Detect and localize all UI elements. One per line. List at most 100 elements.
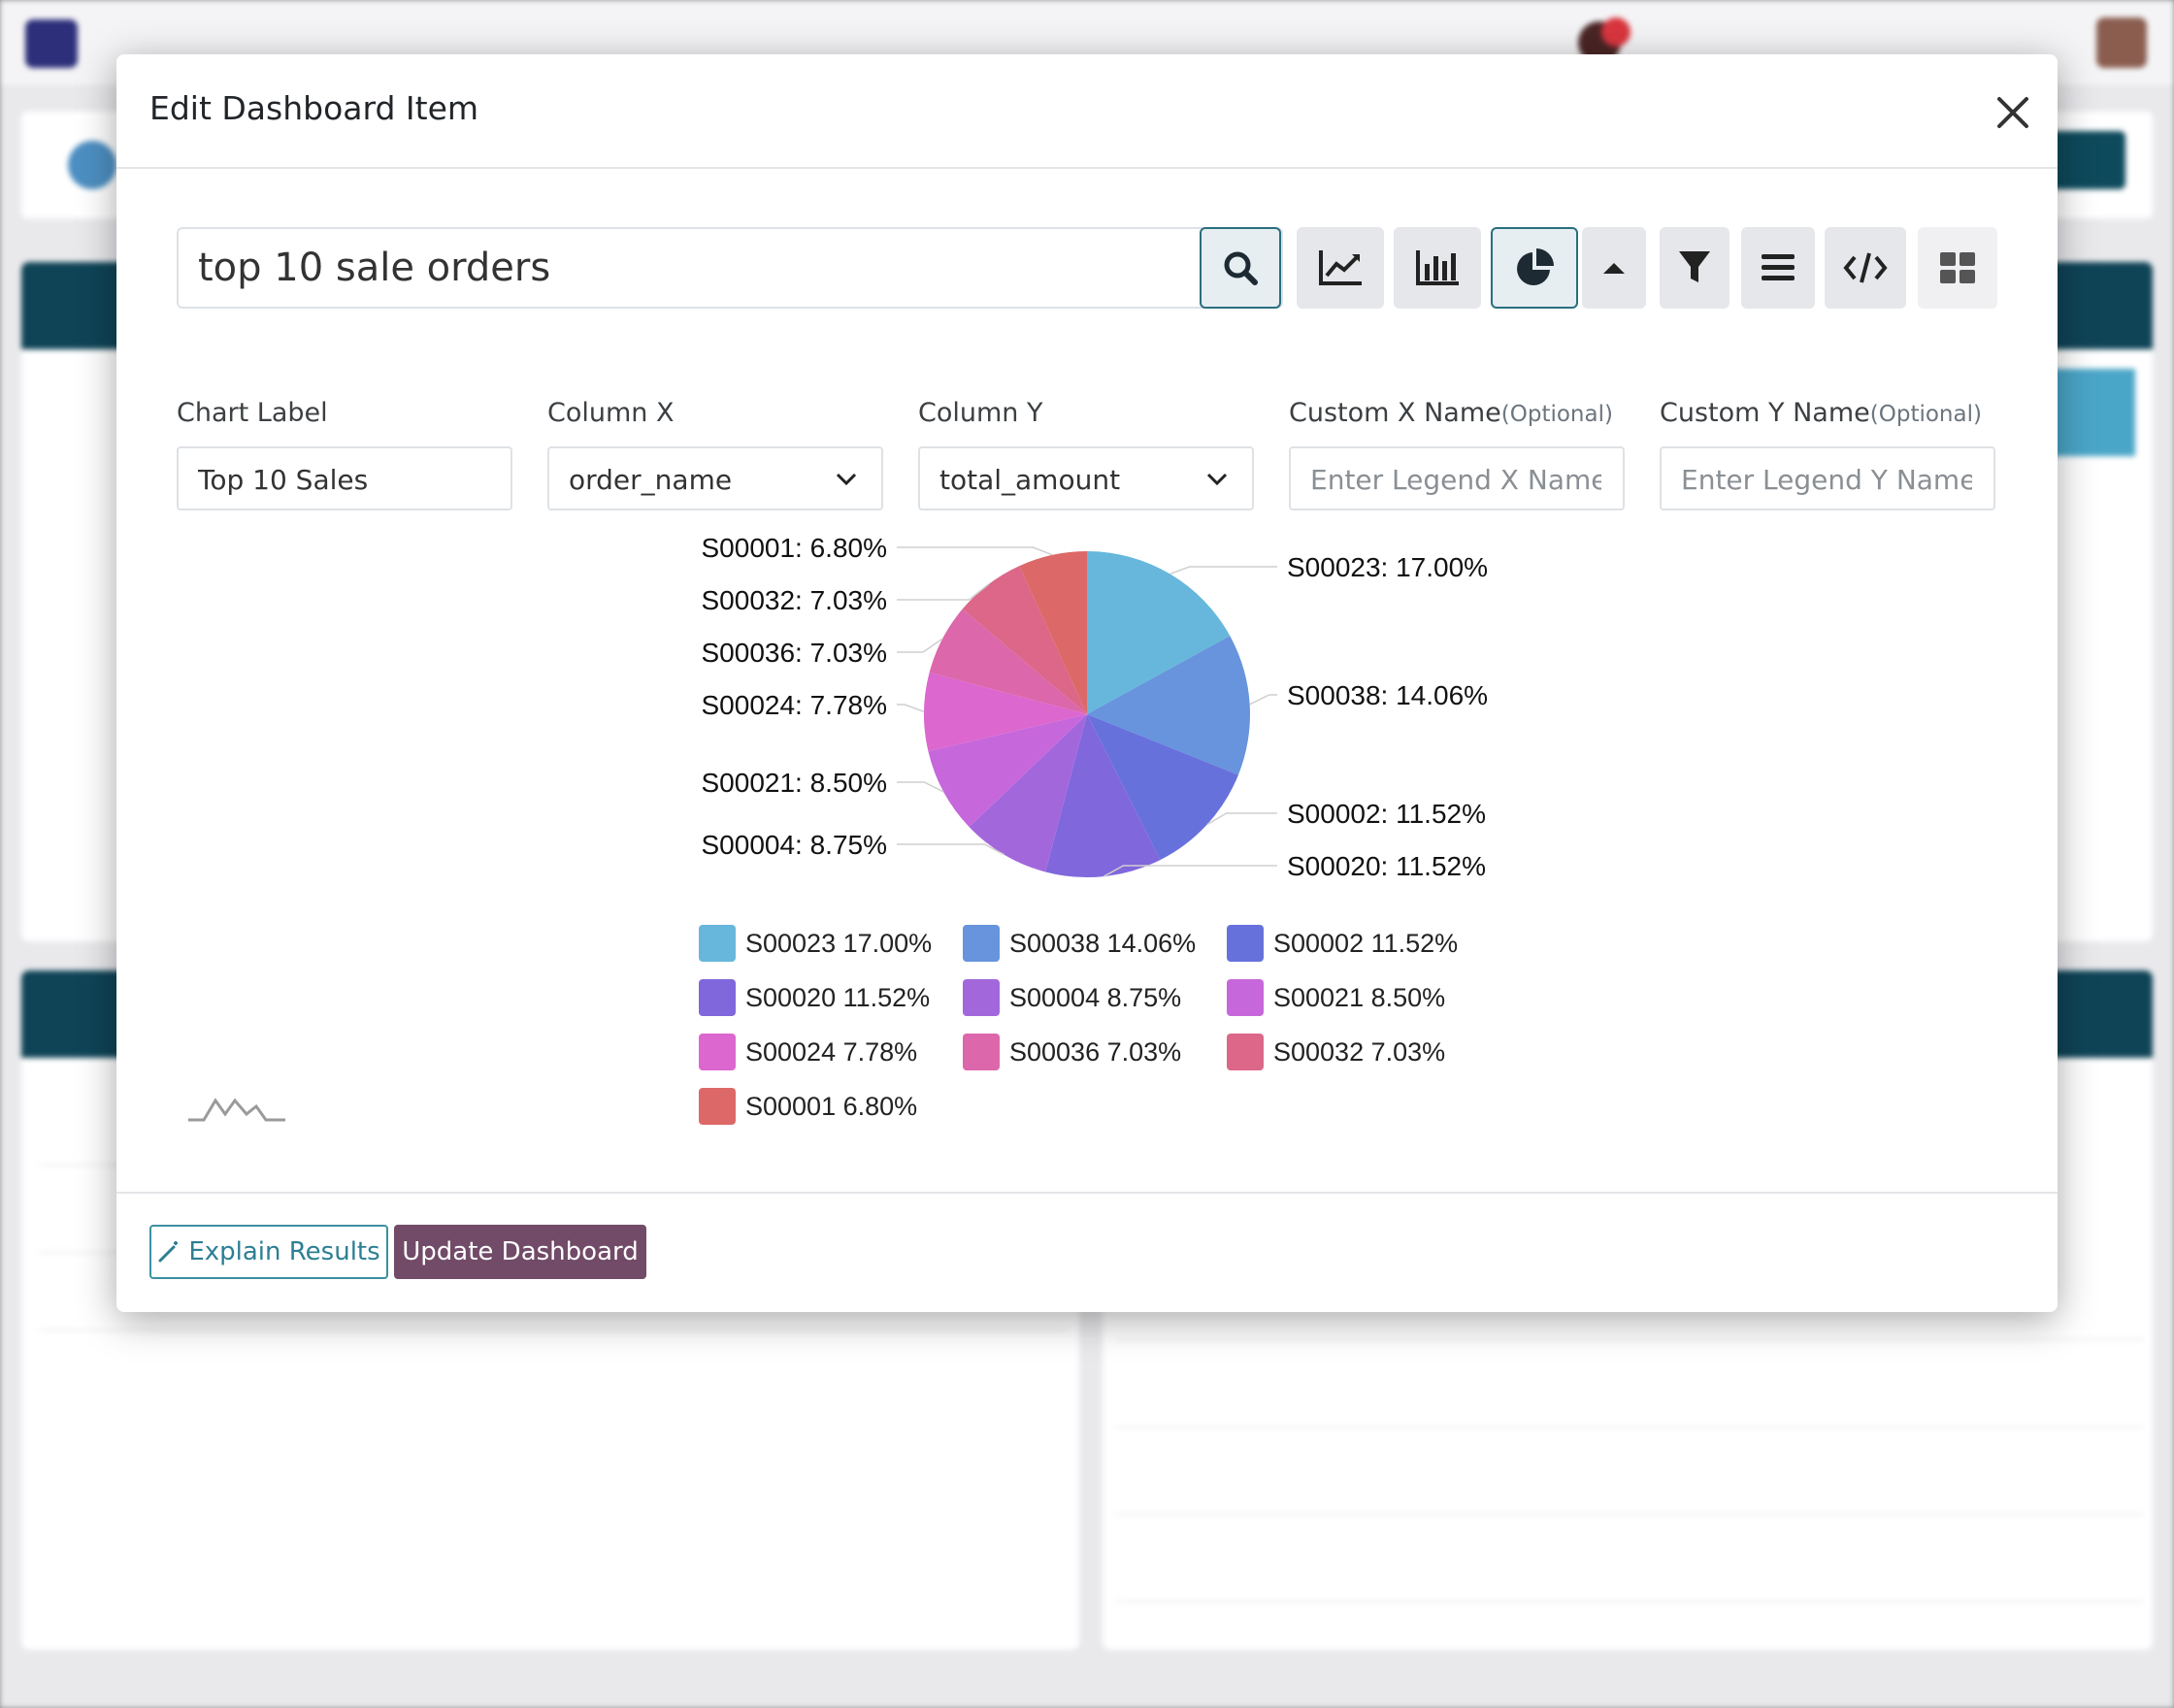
chart-label-field-box [177, 446, 512, 510]
column-x-caption: Column X [547, 398, 675, 428]
legend-swatch [699, 1088, 736, 1125]
background-divider [1116, 1339, 2145, 1340]
legend-label: S00023 17.00% [745, 928, 933, 958]
update-dashboard-button[interactable]: Update Dashboard [394, 1225, 646, 1279]
pie-slice-s00002[interactable] [1087, 714, 1238, 861]
bar-chart-button[interactable] [1394, 227, 1481, 309]
legend-item-s00024[interactable]: S00024 7.78% [699, 1033, 917, 1071]
pie-label-s00021: S00021: 8.50% [702, 768, 888, 798]
legend-item-s00032[interactable]: S00032 7.03% [1227, 1033, 1445, 1071]
column-x-select[interactable]: order_name [547, 446, 883, 510]
legend-item-s00038[interactable]: S00038 14.06% [963, 924, 1196, 963]
pie-slice-s00036[interactable] [929, 608, 1087, 714]
pie-slice-s00004[interactable] [969, 714, 1087, 872]
legend-item-s00023[interactable]: S00023 17.00% [699, 924, 932, 963]
chart-label-input[interactable] [198, 460, 489, 499]
line-chart-button[interactable] [1297, 227, 1384, 309]
collapse-button[interactable] [1582, 227, 1646, 309]
custom-x-caption: Custom X Name(Optional) [1289, 398, 1613, 428]
pie-slice-s00020[interactable] [1045, 714, 1161, 878]
pie-slice-s00024[interactable] [924, 672, 1087, 752]
pie-slice-s00001[interactable] [1019, 551, 1087, 714]
query-search-box [177, 227, 1283, 309]
pie-label-s00038: S00038: 14.06% [1287, 680, 1488, 710]
legend-item-s00020[interactable]: S00020 11.52% [699, 978, 930, 1017]
legend-label: S00032 7.03% [1273, 1036, 1446, 1067]
pie-label-line [897, 704, 925, 713]
pie-label-line [1206, 812, 1277, 826]
legend-item-s00004[interactable]: S00004 8.75% [963, 978, 1181, 1017]
legend-item-s00001[interactable]: S00001 6.80% [699, 1087, 917, 1126]
search-icon [1224, 251, 1258, 285]
pie-chart-button[interactable] [1491, 227, 1578, 309]
legend-swatch [699, 1034, 736, 1070]
column-y-select[interactable]: total_amount [918, 446, 1254, 510]
pie-label-s00032: S00032: 7.03% [702, 585, 888, 615]
chart-watermark-icon [188, 1098, 285, 1122]
pie-slice-s00032[interactable] [962, 566, 1087, 714]
magic-wand-icon [158, 1241, 179, 1263]
list-button[interactable] [1741, 227, 1815, 309]
edit-dashboard-item-modal: Edit Dashboard Item [116, 54, 2058, 1312]
custom-y-optional-hint: (Optional) [1869, 402, 1982, 427]
pie-label-line [1169, 566, 1277, 575]
custom-y-name-input[interactable] [1681, 460, 1972, 499]
background-divider [1116, 1427, 2145, 1428]
background-toolbar-icon [68, 141, 116, 189]
legend-label: S00024 7.78% [745, 1036, 918, 1067]
pie-label-line [897, 781, 944, 793]
background-notification-badge [1601, 17, 1630, 47]
pie-slice-s00021[interactable] [928, 714, 1087, 828]
caret-up-icon [1603, 263, 1625, 274]
filter-button[interactable] [1660, 227, 1729, 309]
modal-header: Edit Dashboard Item [116, 54, 2058, 169]
legend-label: S00002 11.52% [1273, 928, 1459, 958]
pie-label-s00024: S00024: 7.78% [702, 690, 888, 720]
pie-chart: S00023: 17.00% S00038: 14.06% S00002: 11.5… [702, 533, 1489, 881]
pie-label-s00023: S00023: 17.00% [1287, 552, 1488, 582]
code-button[interactable] [1825, 227, 1906, 309]
legend-swatch [963, 1034, 1000, 1070]
grid-button[interactable] [1918, 227, 1997, 309]
legend-swatch [699, 979, 736, 1016]
legend-swatch [1227, 925, 1264, 962]
pie-slice-s00038[interactable] [1087, 636, 1250, 775]
legend-swatch [699, 925, 736, 962]
pie-label-line [897, 583, 990, 601]
background-divider [1116, 1601, 2145, 1602]
pie-label-line [1249, 694, 1277, 706]
pie-label-line [1103, 865, 1277, 877]
pie-slice-s00023[interactable] [1087, 551, 1231, 714]
legend-item-s00002[interactable]: S00002 11.52% [1227, 924, 1458, 963]
close-icon[interactable] [1993, 93, 2032, 132]
search-button[interactable] [1200, 227, 1281, 309]
legend-label: S00021 8.50% [1273, 982, 1446, 1012]
legend-label: S00004 8.75% [1009, 982, 1182, 1012]
custom-y-label: Custom Y Name [1660, 398, 1870, 428]
custom-x-label: Custom X Name [1289, 398, 1501, 428]
pie-label-s00002: S00002: 11.52% [1287, 799, 1486, 829]
line-chart-icon [1319, 250, 1362, 285]
custom-x-optional-hint: (Optional) [1500, 402, 1613, 427]
query-search-input[interactable] [198, 243, 1169, 293]
legend-item-s00021[interactable]: S00021 8.50% [1227, 978, 1445, 1017]
chart-label-caption: Chart Label [177, 398, 328, 428]
pie-label-line [897, 546, 1053, 556]
custom-x-name-input[interactable] [1310, 460, 1601, 499]
legend-item-s00036[interactable]: S00036 7.03% [963, 1033, 1181, 1071]
column-y-value: total_amount [939, 464, 1121, 496]
legend-label: S00038 14.06% [1009, 928, 1197, 958]
background-logo [25, 19, 78, 68]
bar-chart-icon [1416, 250, 1459, 285]
legend-label: S00001 6.80% [745, 1091, 918, 1121]
explain-results-label: Explain Results [188, 1237, 380, 1266]
legend-swatch [963, 979, 1000, 1016]
custom-x-field-box [1289, 446, 1625, 510]
legend-label: S00020 11.52% [745, 982, 931, 1012]
custom-y-caption: Custom Y Name(Optional) [1660, 398, 1982, 428]
explain-results-button[interactable]: Explain Results [149, 1225, 388, 1279]
legend-swatch [963, 925, 1000, 962]
pie-label-line [897, 843, 1005, 856]
chevron-down-icon [836, 473, 857, 486]
pie-label-line [897, 638, 943, 653]
